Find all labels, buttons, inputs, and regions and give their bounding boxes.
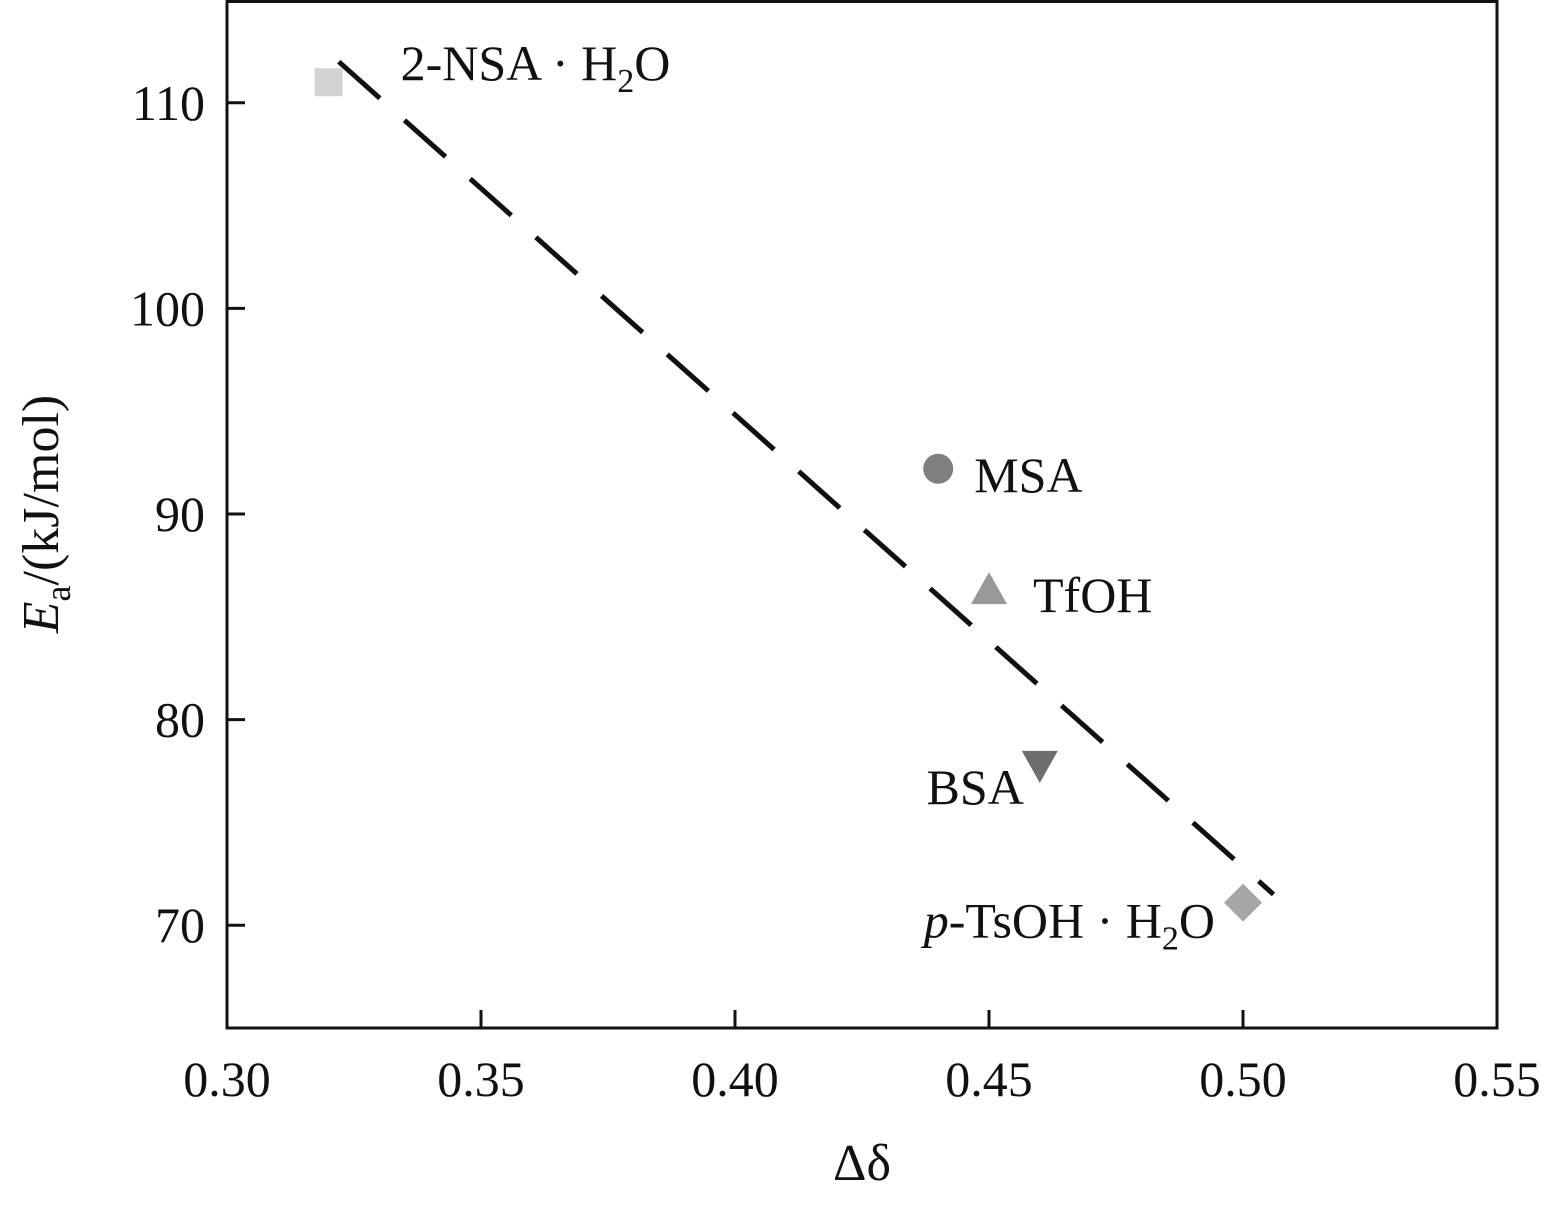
data-point-labels: 2-NSA · H2O MSA TfOH BSA p-TsOH · H2O: [401, 35, 1215, 957]
data-point-marker: [1021, 750, 1058, 783]
x-tick-label: 0.55: [1453, 1051, 1541, 1107]
y-axis-label: Ea/(kJ/mol): [13, 395, 78, 634]
y-axis-ticks: 70 80 90 100 110: [130, 75, 245, 953]
y-tick-label: 100: [130, 280, 205, 336]
x-tick-label: 0.35: [437, 1051, 525, 1107]
y-tick-label: 110: [132, 75, 205, 131]
data-point-label: TfOH: [1033, 567, 1152, 623]
x-tick-label: 0.30: [183, 1051, 271, 1107]
data-point-label: MSA: [974, 447, 1082, 503]
data-point-marker: [1224, 883, 1262, 922]
x-axis-ticks: 0.30 0.35 0.40 0.45 0.50 0.55: [183, 1010, 1541, 1107]
data-point-label: 2-NSA · H2O: [401, 35, 671, 100]
x-axis-label: Δδ: [833, 1135, 891, 1192]
dashed-trend-line: [337, 59, 1276, 897]
data-point-marker: [314, 68, 343, 97]
x-tick-label: 0.45: [945, 1051, 1033, 1107]
y-tick-label: 90: [155, 486, 205, 542]
data-point-label: BSA: [927, 759, 1024, 815]
data-point-marker: [971, 572, 1007, 605]
y-axis-label-symbol: E: [13, 601, 70, 634]
data-points: [314, 68, 1262, 922]
y-tick-label: 80: [155, 692, 205, 748]
plot-area-frame: [225, 0, 1499, 1030]
y-axis-label-subscript: a: [38, 585, 78, 601]
y-tick-label: 70: [155, 897, 205, 953]
data-point-marker: [923, 453, 954, 484]
y-axis-label-unit: /(kJ/mol): [13, 395, 70, 586]
x-tick-label: 0.50: [1199, 1051, 1287, 1107]
x-tick-label: 0.40: [691, 1051, 779, 1107]
data-point-label: p-TsOH · H2O: [921, 893, 1215, 958]
